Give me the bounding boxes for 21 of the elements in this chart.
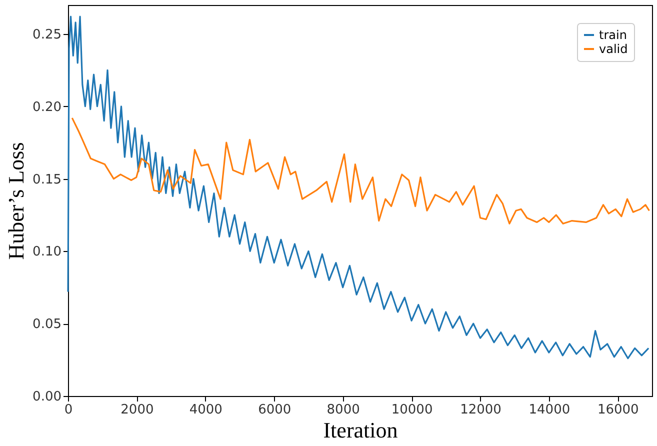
legend-label: valid xyxy=(599,42,628,56)
line-series xyxy=(67,16,650,360)
x-tick-label: 14000 xyxy=(528,402,570,418)
x-tick-label: 2000 xyxy=(120,402,154,418)
x-tick-label: 12000 xyxy=(460,402,502,418)
y-tick-label: 0.05 xyxy=(32,317,62,332)
line-series xyxy=(71,117,650,224)
x-tick-label: 0 xyxy=(64,402,73,418)
x-tick-label: 4000 xyxy=(189,402,222,418)
x-tick-label: 10000 xyxy=(391,402,433,418)
y-tick-label: 0.10 xyxy=(32,244,62,260)
x-tick-label: 8000 xyxy=(326,402,360,418)
x-axis-title: Iteration xyxy=(323,418,398,442)
x-tick-label: 6000 xyxy=(258,402,292,418)
y-tick-label: 0.15 xyxy=(32,172,62,188)
legend-label: train xyxy=(599,28,627,42)
y-tick-label: 0.20 xyxy=(32,100,62,115)
x-tick-label: 16000 xyxy=(597,402,639,418)
y-axis-title: Huber’s Loss xyxy=(4,142,29,260)
y-tick-label: 0.00 xyxy=(32,390,62,404)
y-tick-label: 0.25 xyxy=(32,27,62,42)
